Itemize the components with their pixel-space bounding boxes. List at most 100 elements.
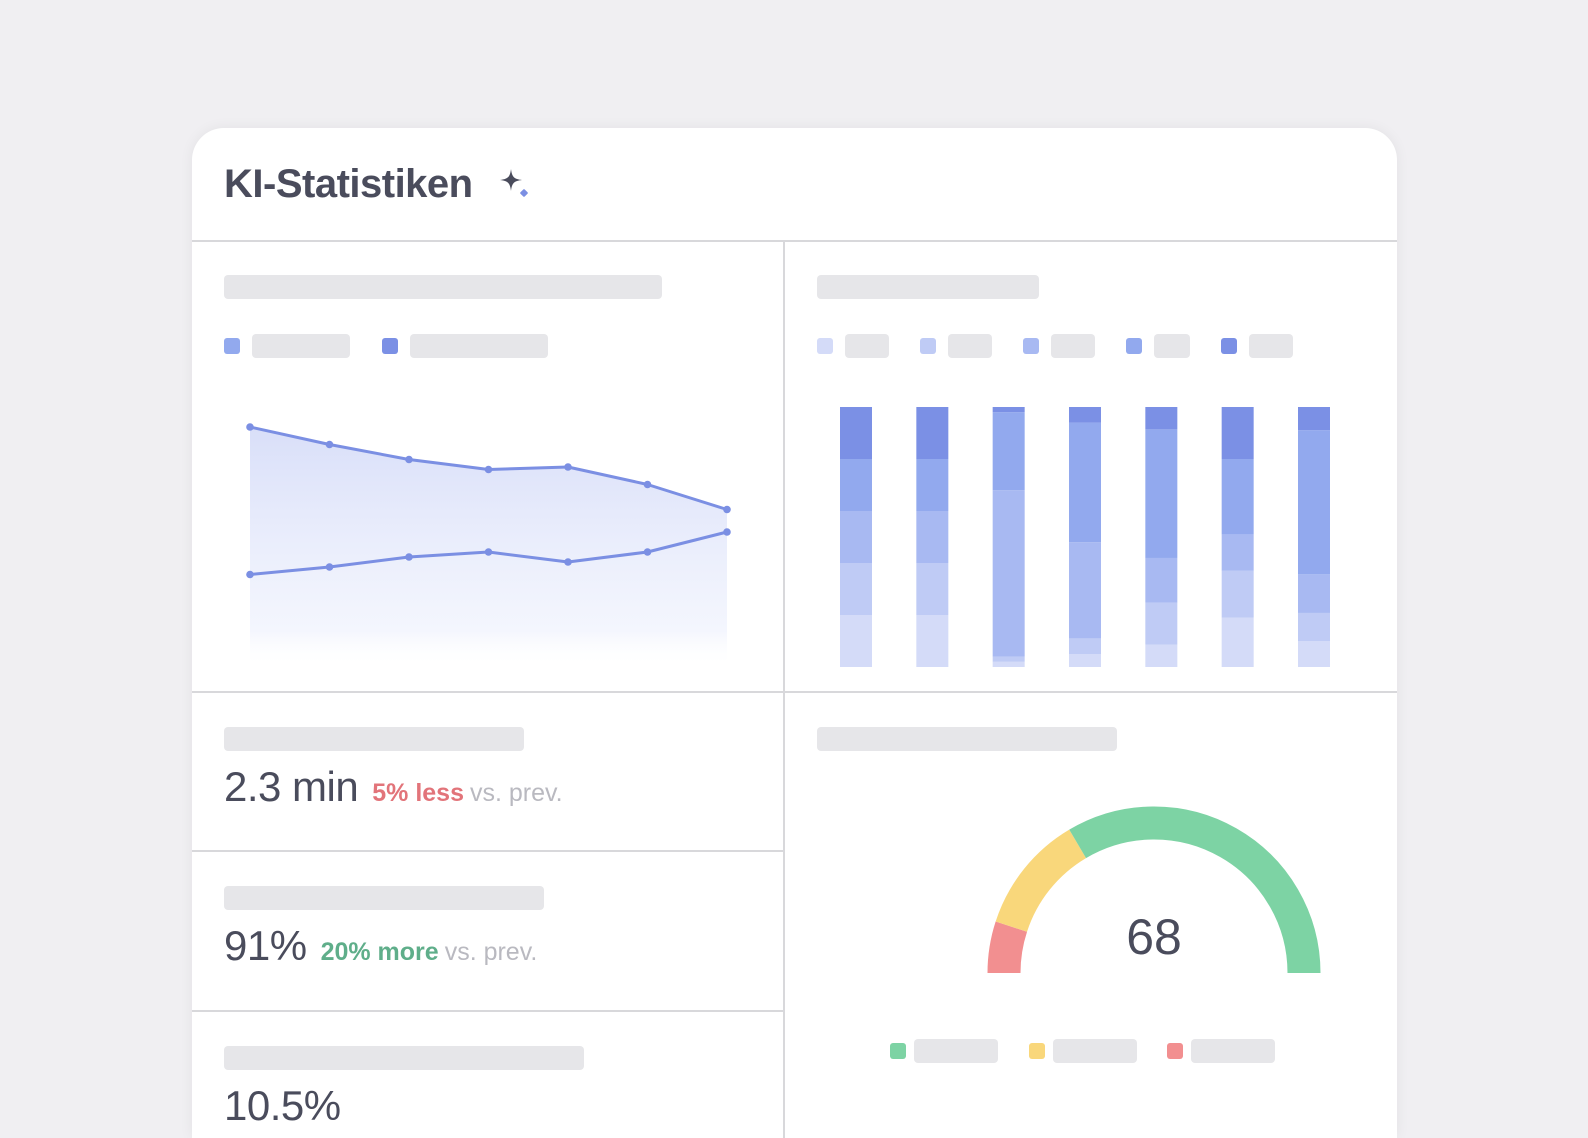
bar-segment [1069,542,1101,639]
metric-label-placeholder [224,1046,584,1070]
legend-dot-s4 [1126,338,1142,354]
bar-segment [1069,654,1101,667]
line-point [723,505,731,514]
bar-segment [1298,430,1330,575]
legend-dot-low [1167,1043,1183,1059]
bar-segment [1221,459,1254,535]
bar-segment [992,490,1025,657]
panel-title-placeholder [817,275,1039,299]
legend-label-placeholder [1154,334,1190,358]
gauge-segment-mid [995,829,1087,933]
bar-segment [1298,407,1330,431]
bar-segment [1145,407,1178,430]
legend-dot-mid [1029,1043,1045,1059]
bar-segment [1069,638,1101,654]
bar-segment [840,615,872,667]
metric-label-placeholder [224,886,544,910]
line-point [405,455,413,464]
metric-card: 10.5% [192,1012,783,1138]
bar-segment [1298,574,1330,613]
metric-delta: 5% less [372,779,464,807]
legend-label-placeholder [1051,334,1095,358]
legend-dot-series-a [224,338,240,354]
metric-divider [192,850,784,852]
card-header: KI-Statistiken [192,128,1397,242]
metric-value: 10.5% [224,1082,341,1130]
vertical-divider [783,240,785,1138]
bar-segment [1145,557,1178,603]
metric-suffix: vs. prev. [469,779,563,807]
bar-segment [1221,534,1254,571]
bar-segment [1221,407,1254,459]
line-point [564,463,572,471]
bar-segment [916,563,949,615]
ai-stats-card: KI-Statistiken [192,128,1397,1138]
metric-value-text: 91% [224,922,307,969]
line-point [564,558,572,566]
bar-segment [992,661,1025,667]
metric-delta: 20% more [320,938,439,966]
bar-segment [1145,644,1178,667]
bar-segment [1069,407,1101,423]
bar-chart-panel [785,242,1397,691]
gauge-value: 68 [1126,909,1182,965]
metric-value: 2.3 min 5% less vs. prev. [224,763,563,811]
legend-label-placeholder [948,334,992,358]
sparkle-icon [500,169,528,197]
panel-title-placeholder [224,275,662,299]
panel-title-placeholder [817,727,1117,751]
legend-label-placeholder [914,1039,998,1063]
line-point [325,440,334,449]
line-point [723,528,731,536]
metric-divider [192,1010,784,1012]
line-point [246,423,254,431]
bar-segment [916,511,949,563]
bar-segment [840,407,872,459]
bar-segment [1145,602,1178,645]
bar-segment [1069,422,1101,543]
legend-label-placeholder [845,334,889,358]
gauge-segment-low [987,921,1028,974]
legend-dot-s3 [1023,338,1039,354]
bar-segment [1298,612,1330,642]
card-title: KI-Statistiken [224,162,473,206]
bar-segment [992,656,1025,662]
line-chart-panel [192,242,783,691]
metric-value-text: 10.5% [224,1082,341,1129]
line-chart [246,423,731,667]
legend-dot-high [890,1043,906,1059]
bar-segment [840,511,872,563]
legend-label-placeholder [252,334,350,358]
bar-segment [1221,570,1254,618]
line-point [484,548,493,556]
legend-label-placeholder [1053,1039,1137,1063]
bar-segment [992,407,1025,413]
metric-label-placeholder [224,727,524,751]
line-point [643,548,652,556]
gauge-segment-high [1069,806,1321,974]
legend-label-placeholder [1191,1039,1275,1063]
line-point [484,465,493,474]
bar-segment [992,412,1025,491]
metric-card: 91% 20% more vs. prev. [192,852,783,1010]
legend-label-placeholder [410,334,548,358]
metric-value: 91% 20% more vs. prev. [224,922,537,970]
legend-dot-series-b [382,338,398,354]
legend-label-placeholder [1249,334,1293,358]
bar-segment [1145,429,1178,558]
line-point [325,563,334,571]
stacked-bar-chart [840,407,1330,667]
bar-segment [1298,641,1330,667]
bar-segment [840,563,872,615]
legend-dot-s1 [817,338,833,354]
legend-dot-s2 [920,338,936,354]
metric-value-text: 2.3 min [224,763,359,810]
metric-card: 2.3 min 5% less vs. prev. [192,693,783,850]
line-point [405,553,413,561]
line-point [643,480,652,489]
line-area-fill [250,427,727,667]
gauge-chart [987,806,1321,974]
metric-suffix: vs. prev. [444,938,538,966]
line-point [246,570,254,579]
bar-segment [1221,617,1254,667]
